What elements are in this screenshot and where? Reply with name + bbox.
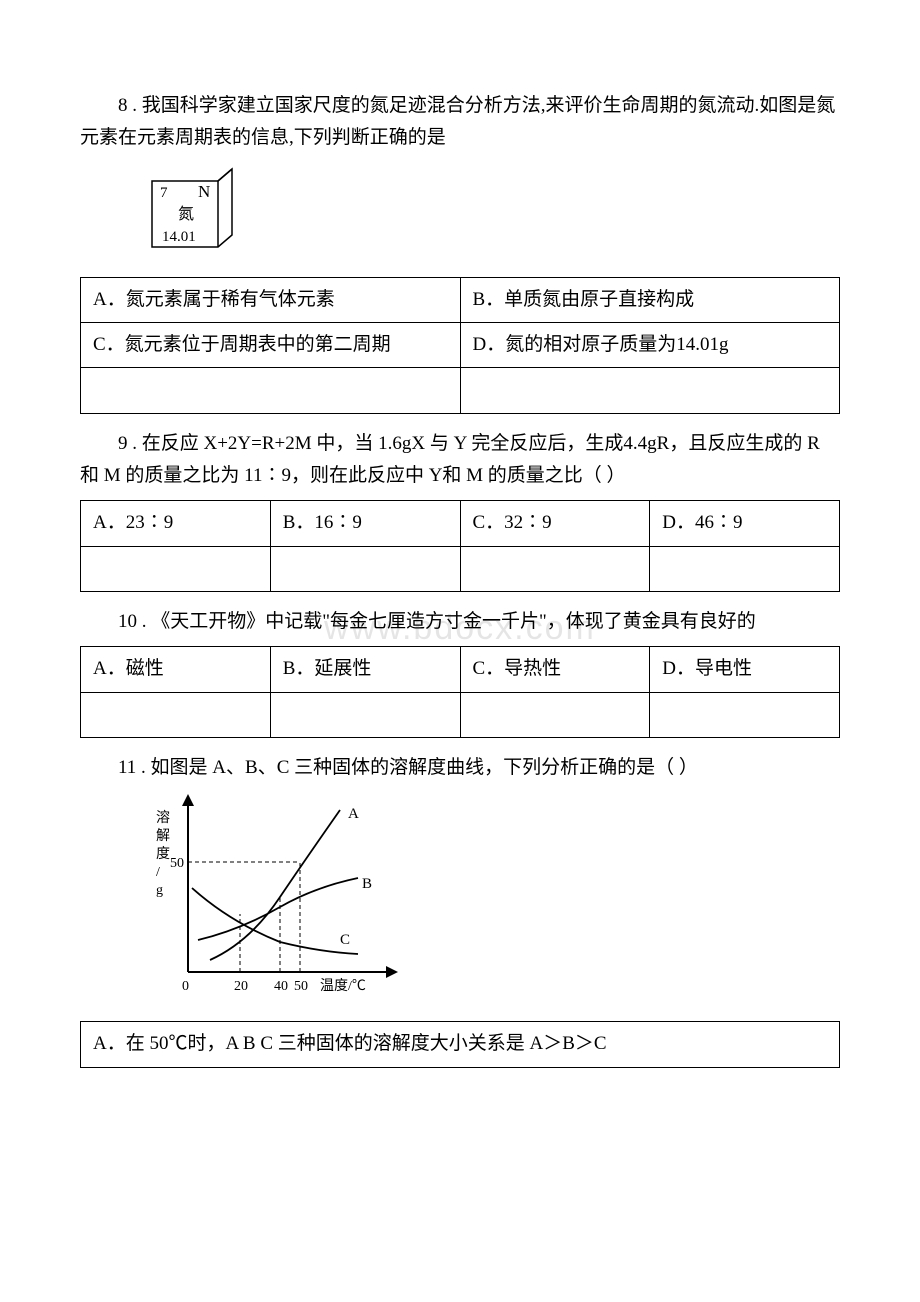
- table-row: [81, 368, 840, 413]
- table-row: [81, 546, 840, 591]
- q11-option-a: A．在 50℃时，A B C 三种固体的溶解度大小关系是 A＞B＞C: [81, 1022, 840, 1067]
- element-name: 氮: [178, 205, 194, 223]
- empty-cell: [460, 368, 840, 413]
- q8-option-a: A．氮元素属于稀有气体元素: [81, 277, 461, 322]
- svg-text:度: 度: [156, 846, 170, 862]
- q8-option-c: C．氮元素位于周期表中的第二周期: [81, 323, 461, 368]
- svg-text:50: 50: [294, 979, 308, 994]
- svg-text:/: /: [156, 865, 160, 880]
- svg-text:温度/℃: 温度/℃: [320, 978, 366, 994]
- empty-cell: [460, 546, 650, 591]
- empty-cell: [81, 692, 271, 737]
- q9-body: 在反应 X+2Y=R+2M 中，当 1.6gX 与 Y 完全反应后，生成4.4g…: [80, 433, 820, 486]
- question-8-text: 8 . 我国科学家建立国家尺度的氮足迹混合分析方法,来评价生命周期的氮流动.如图…: [80, 90, 840, 155]
- svg-text:g: g: [156, 883, 163, 898]
- q10-options-table: A．磁性 B．延展性 C．导热性 D．导电性: [80, 646, 840, 738]
- table-row: A．氮元素属于稀有气体元素 B．单质氮由原子直接构成: [81, 277, 840, 322]
- svg-text:50: 50: [170, 856, 184, 871]
- q8-option-b: B．单质氮由原子直接构成: [460, 277, 840, 322]
- solubility-chart-svg: 溶解度 / g 50 0 20 40 50 温度/℃ A B C: [140, 792, 420, 1002]
- q10-option-a: A．磁性: [81, 647, 271, 692]
- q9-option-b: B．16∶9: [270, 501, 460, 546]
- empty-cell: [81, 546, 271, 591]
- question-11: 11 . 如图是 A、B、C 三种固体的溶解度曲线，下列分析正确的是（ ） 溶解…: [80, 752, 840, 1068]
- q10-body: 《天工开物》中记载"每金七厘造方寸金一千片"，体现了黄金具有良好的: [151, 611, 756, 632]
- q9-options-table: A．23∶9 B．16∶9 C．32∶9 D．46∶9: [80, 500, 840, 592]
- element-symbol: N: [198, 182, 210, 201]
- table-row: [81, 692, 840, 737]
- q11-body: 如图是 A、B、C 三种固体的溶解度曲线，下列分析正确的是（ ）: [151, 757, 698, 778]
- q9-option-d: D．46∶9: [650, 501, 840, 546]
- atomic-number: 7: [160, 185, 168, 201]
- q9-option-a: A．23∶9: [81, 501, 271, 546]
- question-9-text: 9 . 在反应 X+2Y=R+2M 中，当 1.6gX 与 Y 完全反应后，生成…: [80, 428, 840, 493]
- q8-body: 我国科学家建立国家尺度的氮足迹混合分析方法,来评价生命周期的氮流动.如图是氮元素…: [80, 95, 835, 148]
- svg-text:0: 0: [182, 979, 189, 994]
- q8-options-table: A．氮元素属于稀有气体元素 B．单质氮由原子直接构成 C．氮元素位于周期表中的第…: [80, 277, 840, 414]
- solubility-chart-figure: 溶解度 / g 50 0 20 40 50 温度/℃ A B C: [140, 792, 840, 1013]
- q10-number: 10 .: [118, 611, 147, 632]
- q8-number: 8 .: [118, 95, 137, 116]
- element-card-figure: 7 N 氮 14.01: [140, 163, 840, 269]
- table-row: A．在 50℃时，A B C 三种固体的溶解度大小关系是 A＞B＞C: [81, 1022, 840, 1067]
- svg-text:溶: 溶: [156, 810, 170, 826]
- q9-option-c: C．32∶9: [460, 501, 650, 546]
- svg-text:A: A: [348, 806, 359, 822]
- q11-options-table: A．在 50℃时，A B C 三种固体的溶解度大小关系是 A＞B＞C: [80, 1021, 840, 1067]
- q10-option-c: C．导热性: [460, 647, 650, 692]
- question-10-text: 10 . 《天工开物》中记载"每金七厘造方寸金一千片"，体现了黄金具有良好的: [80, 606, 840, 638]
- q10-option-b: B．延展性: [270, 647, 460, 692]
- empty-cell: [270, 692, 460, 737]
- q10-option-d: D．导电性: [650, 647, 840, 692]
- empty-cell: [460, 692, 650, 737]
- empty-cell: [270, 546, 460, 591]
- question-10: www.bdocx.com 10 . 《天工开物》中记载"每金七厘造方寸金一千片…: [80, 606, 840, 738]
- table-row: A．磁性 B．延展性 C．导热性 D．导电性: [81, 647, 840, 692]
- svg-text:40: 40: [274, 979, 288, 994]
- q8-option-d: D．氮的相对原子质量为14.01g: [460, 323, 840, 368]
- table-row: A．23∶9 B．16∶9 C．32∶9 D．46∶9: [81, 501, 840, 546]
- q11-number: 11 .: [118, 757, 146, 778]
- svg-text:解: 解: [156, 828, 170, 844]
- question-9: 9 . 在反应 X+2Y=R+2M 中，当 1.6gX 与 Y 完全反应后，生成…: [80, 428, 840, 592]
- question-8: 8 . 我国科学家建立国家尺度的氮足迹混合分析方法,来评价生命周期的氮流动.如图…: [80, 90, 840, 414]
- empty-cell: [81, 368, 461, 413]
- q9-number: 9 .: [118, 433, 137, 454]
- empty-cell: [650, 546, 840, 591]
- element-card-svg: 7 N 氮 14.01: [140, 163, 250, 258]
- table-row: C．氮元素位于周期表中的第二周期 D．氮的相对原子质量为14.01g: [81, 323, 840, 368]
- empty-cell: [650, 692, 840, 737]
- question-11-text: 11 . 如图是 A、B、C 三种固体的溶解度曲线，下列分析正确的是（ ）: [80, 752, 840, 784]
- svg-text:B: B: [362, 876, 372, 892]
- svg-text:20: 20: [234, 979, 248, 994]
- svg-text:C: C: [340, 932, 350, 948]
- atomic-mass: 14.01: [162, 229, 196, 245]
